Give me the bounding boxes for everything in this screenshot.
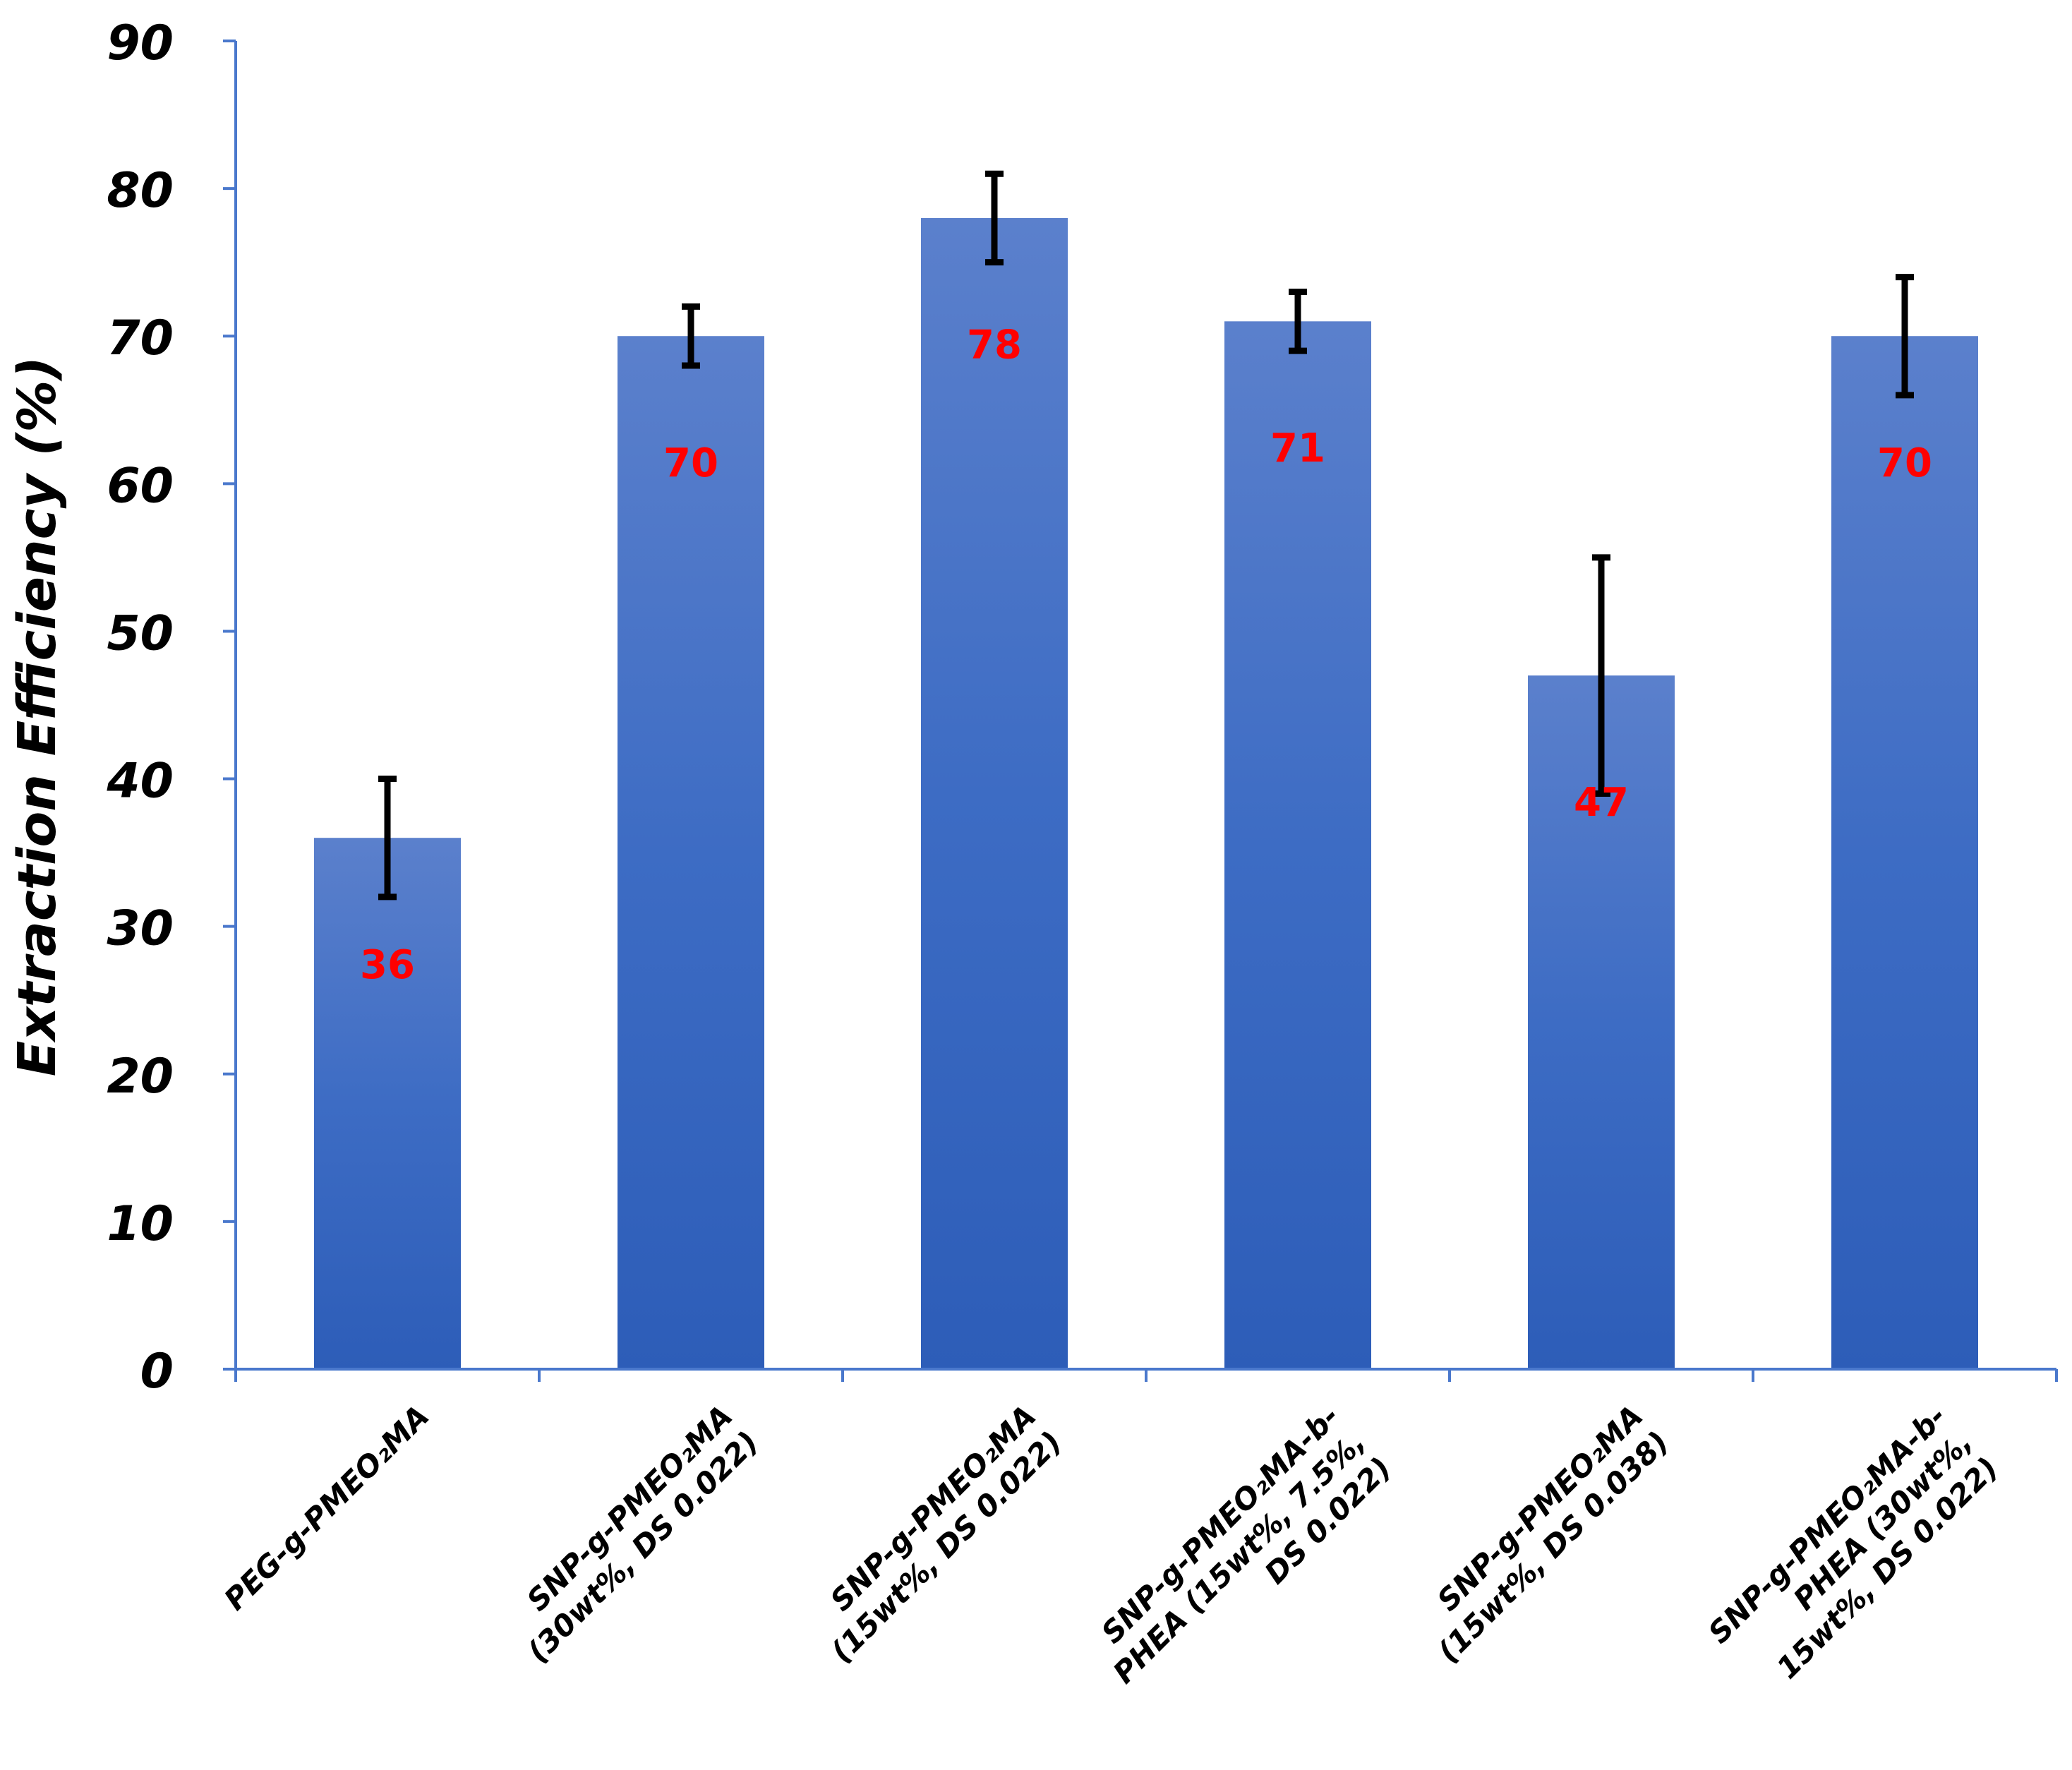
data-label: 71 — [1270, 426, 1325, 471]
x-tick-label-line: (15wt%, DS 0.038) — [1431, 1425, 1675, 1669]
bars — [314, 217, 1978, 1370]
axes — [223, 40, 2058, 1382]
error-bar — [1592, 554, 1610, 797]
data-label: 70 — [663, 440, 718, 486]
x-tick-label-line: SNP-g-PMEO₂MA — [520, 1399, 739, 1618]
data-label: 78 — [967, 323, 1022, 368]
y-tick-label: 80 — [107, 163, 174, 219]
x-tick-label: SNP-g-PMEO₂MA(30wt%, DS 0.022) — [520, 1399, 765, 1669]
y-tick-label: 50 — [107, 606, 174, 661]
bar — [1831, 336, 1978, 1370]
x-tick-label: PEG-g-PMEO₂MA — [217, 1399, 435, 1617]
x-tick-label: SNP-g-PMEO₂MA-b-PHEA (15wt%, 7.5%,DS 0.0… — [1095, 1399, 1398, 1690]
y-tick-label: 30 — [107, 901, 174, 957]
error-bar — [378, 776, 397, 901]
data-label: 70 — [1877, 440, 1932, 486]
bar — [1224, 321, 1371, 1370]
x-tick-labels: PEG-g-PMEO₂MA SNP-g-PMEO₂MA(30wt%, DS 0.0… — [217, 1399, 2005, 1690]
y-tick-label: 70 — [107, 311, 174, 366]
y-tick-label: 0 — [140, 1344, 174, 1399]
error-bar — [985, 170, 1004, 266]
y-tick-label: 60 — [107, 458, 174, 514]
error-bar — [1896, 274, 1914, 399]
error-bar — [682, 303, 700, 369]
error-bars — [378, 170, 1914, 901]
x-tick-label-line: (30wt%, DS 0.022) — [521, 1425, 765, 1669]
x-tick-label-line: (15wt%, DS 0.022) — [824, 1425, 1068, 1669]
x-tick-label-line: PEG-g-PMEO₂MA — [217, 1399, 435, 1617]
data-labels: 36 70 78 71 47 70 — [360, 323, 1932, 988]
y-axis-title: Extraction Efficiency (%) — [7, 356, 68, 1076]
x-tick-label: SNP-g-PMEO₂MA(15wt%, DS 0.022) — [824, 1399, 1068, 1669]
bar — [921, 217, 1068, 1369]
x-tick-label-line: SNP-g-PMEO₂MA — [824, 1399, 1042, 1618]
x-tick-label: SNP-g-PMEO₂MA-b-PHEA (30wt%,15wt%, DS 0.… — [1701, 1399, 2005, 1685]
y-tick-label: 90 — [107, 16, 174, 71]
y-tick-label: 40 — [106, 754, 174, 809]
x-tick-label-line: PHEA (15wt%, 7.5%, — [1107, 1425, 1372, 1690]
data-label: 47 — [1574, 780, 1629, 826]
y-tick-labels: 0 10 20 30 40 50 60 70 80 90 — [106, 16, 174, 1399]
bar — [314, 838, 461, 1369]
x-tick-label: SNP-g-PMEO₂MA(15wt%, DS 0.038) — [1430, 1399, 1675, 1669]
error-bar — [1289, 288, 1307, 354]
data-label: 36 — [360, 942, 415, 988]
y-tick-label: 20 — [107, 1049, 174, 1104]
y-tick-label: 10 — [107, 1196, 174, 1252]
x-tick-label-line: SNP-g-PMEO₂MA — [1430, 1399, 1649, 1618]
bar — [618, 336, 764, 1370]
